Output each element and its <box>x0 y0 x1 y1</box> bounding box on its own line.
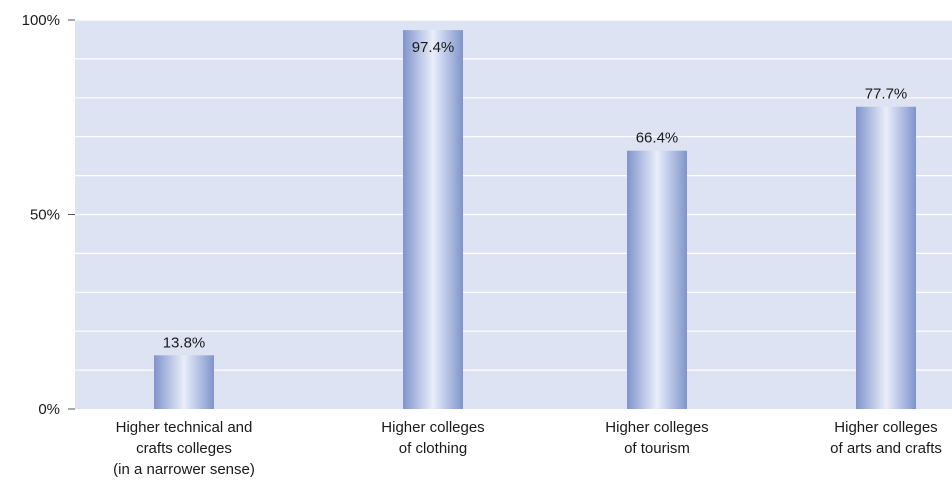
data-label: 77.7% <box>865 86 908 103</box>
bars <box>154 30 916 410</box>
bar <box>154 355 214 409</box>
y-tick-label: 0% <box>38 401 60 418</box>
y-tick-label: 100% <box>22 12 60 29</box>
data-label: 66.4% <box>636 130 679 147</box>
data-label: 13.8% <box>163 334 206 351</box>
category-label: Higher colleges of clothing <box>381 419 484 457</box>
category-labels: Higher technical and crafts colleges (in a… <box>113 419 942 478</box>
category-label: Higher colleges of tourism <box>605 419 708 457</box>
y-tick-label: 50% <box>30 207 60 224</box>
category-label: Higher colleges of arts and crafts <box>830 419 942 457</box>
bar <box>627 150 687 410</box>
category-label: Higher technical and crafts colleges (in a… <box>113 419 255 478</box>
gridlines <box>75 19 952 371</box>
bar <box>403 30 463 409</box>
data-labels: 13.8% 97.4% 66.4% 77.7% <box>163 39 908 351</box>
data-label: 97.4% <box>412 39 455 56</box>
y-axis: 0% 50% 100% <box>22 12 75 418</box>
bar <box>856 106 916 409</box>
